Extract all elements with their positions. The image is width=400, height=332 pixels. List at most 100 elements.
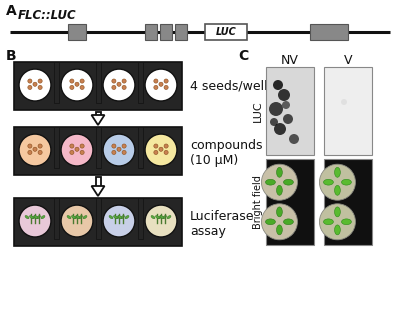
Bar: [68, 24, 86, 40]
Circle shape: [75, 82, 79, 86]
Text: LUC: LUC: [253, 100, 263, 122]
Circle shape: [103, 134, 135, 166]
Ellipse shape: [276, 167, 282, 177]
Bar: [310, 24, 348, 40]
Ellipse shape: [276, 185, 282, 195]
Bar: [324, 159, 372, 245]
Circle shape: [75, 147, 79, 151]
Circle shape: [289, 134, 299, 144]
Circle shape: [70, 150, 74, 154]
Bar: [266, 159, 314, 245]
Text: LUC: LUC: [216, 27, 236, 37]
Circle shape: [80, 150, 84, 154]
Circle shape: [80, 85, 84, 90]
Circle shape: [320, 204, 356, 240]
Circle shape: [70, 79, 74, 83]
Ellipse shape: [162, 215, 166, 219]
Bar: [54, 198, 58, 239]
Bar: [138, 198, 142, 239]
Bar: [138, 62, 142, 103]
Circle shape: [320, 164, 356, 200]
Circle shape: [61, 69, 93, 101]
Polygon shape: [92, 115, 104, 125]
Circle shape: [154, 144, 158, 148]
Circle shape: [122, 150, 126, 154]
Bar: [266, 67, 314, 155]
Ellipse shape: [151, 215, 155, 219]
Circle shape: [122, 144, 126, 148]
Ellipse shape: [118, 215, 122, 219]
Circle shape: [270, 118, 278, 126]
Ellipse shape: [32, 215, 36, 219]
Polygon shape: [92, 186, 104, 196]
Bar: [14, 127, 182, 175]
Circle shape: [145, 69, 177, 101]
Circle shape: [273, 80, 283, 90]
Circle shape: [80, 144, 84, 148]
Circle shape: [28, 150, 32, 154]
Circle shape: [19, 205, 51, 237]
Circle shape: [117, 147, 121, 151]
Ellipse shape: [266, 219, 275, 225]
Bar: [96, 62, 100, 103]
Ellipse shape: [342, 179, 351, 185]
Ellipse shape: [114, 215, 118, 219]
Bar: [14, 62, 182, 110]
Ellipse shape: [30, 215, 34, 219]
Bar: [96, 127, 100, 168]
Circle shape: [164, 150, 168, 154]
Circle shape: [70, 144, 74, 148]
Circle shape: [122, 79, 126, 83]
Circle shape: [154, 79, 158, 83]
Text: A: A: [6, 4, 17, 18]
Circle shape: [283, 114, 293, 124]
Ellipse shape: [324, 179, 333, 185]
Ellipse shape: [334, 167, 340, 177]
Circle shape: [262, 204, 298, 240]
Ellipse shape: [120, 215, 124, 219]
Circle shape: [112, 150, 116, 154]
Ellipse shape: [125, 215, 129, 219]
Bar: [145, 24, 157, 40]
Circle shape: [269, 102, 283, 116]
Circle shape: [28, 79, 32, 83]
Ellipse shape: [342, 219, 351, 225]
Bar: [96, 198, 100, 239]
Bar: [205, 24, 247, 40]
Circle shape: [145, 134, 177, 166]
Ellipse shape: [324, 219, 333, 225]
Circle shape: [28, 144, 32, 148]
Ellipse shape: [109, 215, 113, 219]
Circle shape: [262, 164, 298, 200]
Ellipse shape: [334, 185, 340, 195]
Circle shape: [61, 205, 93, 237]
Text: FLC::LUC: FLC::LUC: [18, 9, 77, 22]
Circle shape: [164, 79, 168, 83]
Bar: [54, 62, 58, 103]
Ellipse shape: [167, 215, 171, 219]
Bar: [96, 177, 100, 187]
Ellipse shape: [36, 215, 40, 219]
Circle shape: [122, 85, 126, 90]
Ellipse shape: [116, 215, 120, 219]
Text: Luciferase
assay: Luciferase assay: [190, 210, 254, 238]
Bar: [324, 67, 372, 155]
Bar: [138, 127, 142, 168]
Circle shape: [38, 79, 42, 83]
Circle shape: [112, 79, 116, 83]
Circle shape: [278, 89, 290, 101]
Text: V: V: [344, 54, 352, 67]
Circle shape: [103, 205, 135, 237]
Circle shape: [145, 205, 177, 237]
Circle shape: [164, 144, 168, 148]
Ellipse shape: [284, 179, 293, 185]
Ellipse shape: [334, 207, 340, 217]
Circle shape: [274, 123, 286, 135]
Circle shape: [159, 147, 163, 151]
Bar: [96, 112, 100, 116]
Bar: [14, 198, 182, 246]
Circle shape: [341, 99, 347, 105]
Ellipse shape: [72, 215, 76, 219]
Ellipse shape: [276, 207, 282, 217]
Circle shape: [28, 85, 32, 90]
